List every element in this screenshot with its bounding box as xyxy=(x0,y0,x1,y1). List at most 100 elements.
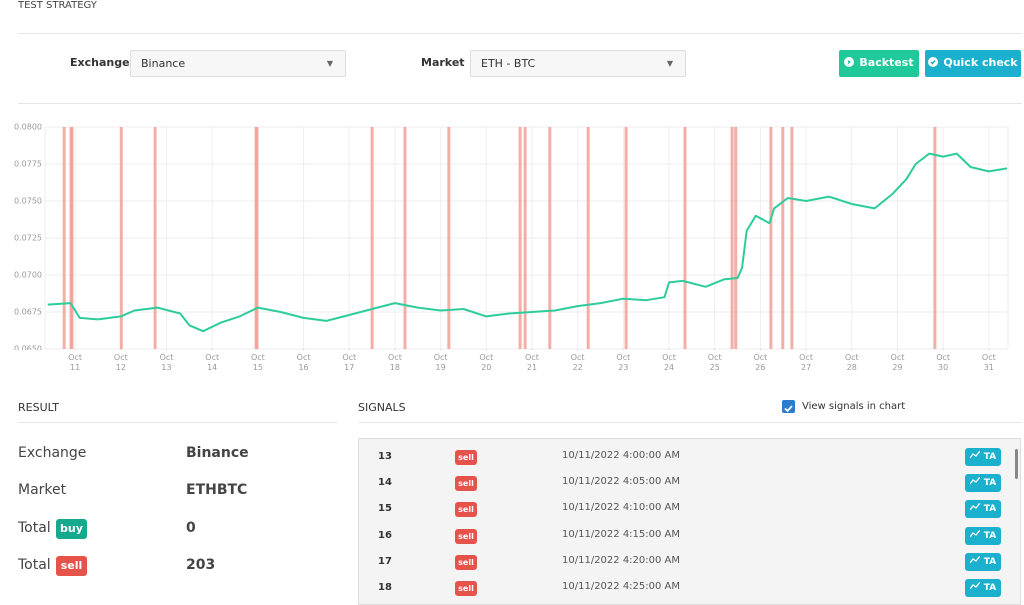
page-title: TEST STRATEGY xyxy=(18,0,97,11)
result-label: Market xyxy=(18,482,66,498)
badge: buy xyxy=(56,519,87,539)
chart-icon xyxy=(970,530,980,538)
ta-label: TA xyxy=(984,478,996,488)
result-label: Total xyxy=(18,557,51,573)
ta-button[interactable]: TA xyxy=(965,527,1001,545)
y-tick-label: 0.0775 xyxy=(14,160,42,169)
x-tick-label: Oct 27 xyxy=(791,353,821,373)
row-id: 15 xyxy=(378,503,392,514)
exchange-value: Binance xyxy=(141,57,185,70)
signal-line xyxy=(548,127,551,349)
x-tick-label: Oct 16 xyxy=(289,353,319,373)
x-tick-label: Oct 23 xyxy=(608,353,638,373)
exchange-select[interactable]: Binance ▼ xyxy=(130,50,346,77)
x-tick-label: Oct 21 xyxy=(517,353,547,373)
signal-line xyxy=(684,127,687,349)
x-tick-label: Oct 22 xyxy=(563,353,593,373)
signal-line xyxy=(734,127,737,349)
row-id: 14 xyxy=(378,477,392,488)
badge: sell xyxy=(455,476,477,491)
backtest-button[interactable]: Backtest xyxy=(839,50,919,77)
signal-line xyxy=(519,127,522,349)
result-value: 203 xyxy=(186,557,215,573)
ta-label: TA xyxy=(984,504,996,514)
row-id: 13 xyxy=(378,451,392,462)
signal-line xyxy=(790,127,793,349)
y-tick-label: 0.0750 xyxy=(14,197,42,206)
check-icon xyxy=(928,57,938,67)
x-axis: Oct 11Oct 12Oct 13Oct 14Oct 15Oct 16Oct … xyxy=(0,353,1024,378)
x-tick-label: Oct 30 xyxy=(928,353,958,373)
row-id: 16 xyxy=(378,530,392,541)
result-value: 0 xyxy=(186,520,196,536)
ta-button[interactable]: TA xyxy=(965,448,1001,466)
badge: sell xyxy=(455,502,477,517)
signal-line xyxy=(731,127,734,349)
quick-check-button[interactable]: Quick check xyxy=(925,50,1021,77)
result-label: Total xyxy=(18,520,51,536)
x-tick-label: Oct 28 xyxy=(837,353,867,373)
result-label: Exchange xyxy=(18,445,86,461)
divider xyxy=(18,422,338,423)
signal-line xyxy=(447,127,450,349)
x-tick-label: Oct 13 xyxy=(152,353,182,373)
divider xyxy=(358,422,1022,423)
checkbox[interactable] xyxy=(782,400,795,413)
signal-line xyxy=(769,127,772,349)
ta-button[interactable]: TA xyxy=(965,553,1001,571)
ta-button[interactable]: TA xyxy=(965,500,1001,518)
result-value: ETHBTC xyxy=(186,482,247,498)
signal-line xyxy=(524,127,527,349)
row-date: 10/11/2022 4:25:00 AM xyxy=(562,581,680,592)
checkbox-label: View signals in chart xyxy=(802,401,905,412)
badge: sell xyxy=(56,556,87,576)
ta-label: TA xyxy=(984,452,996,462)
signals-title: SIGNALS xyxy=(358,401,406,414)
x-tick-label: Oct 19 xyxy=(426,353,456,373)
play-icon xyxy=(844,57,854,67)
badge: sell xyxy=(455,450,477,465)
signal-line xyxy=(625,127,628,349)
signal-line xyxy=(371,127,374,349)
chart-icon xyxy=(970,582,980,590)
divider xyxy=(18,103,1022,104)
price-chart: 0.06500.06750.07000.07250.07500.07750.08… xyxy=(0,115,1024,350)
signals-table: 13sell10/11/2022 4:00:00 AMTA14sell10/11… xyxy=(358,438,1021,605)
x-tick-label: Oct 17 xyxy=(334,353,364,373)
ta-button[interactable]: TA xyxy=(965,474,1001,492)
y-tick-label: 0.0800 xyxy=(14,123,42,132)
chart-icon xyxy=(970,477,980,485)
signal-line xyxy=(70,127,73,349)
x-tick-label: Oct 31 xyxy=(974,353,1004,373)
result-value: Binance xyxy=(186,445,249,461)
row-date: 10/11/2022 4:10:00 AM xyxy=(562,502,680,513)
caret: ▼ xyxy=(327,51,333,77)
x-tick-label: Oct 15 xyxy=(243,353,273,373)
y-tick-label: 0.0725 xyxy=(14,234,42,243)
chart-icon xyxy=(970,556,980,564)
market-value: ETH - BTC xyxy=(481,57,535,70)
result-title: RESULT xyxy=(18,401,59,414)
row-id: 17 xyxy=(378,556,392,567)
y-tick-label: 0.0700 xyxy=(14,271,42,280)
x-tick-label: Oct 11 xyxy=(60,353,90,373)
ta-button[interactable]: TA xyxy=(965,579,1001,597)
signal-line xyxy=(403,127,406,349)
scrollbar xyxy=(1015,449,1018,479)
market-select[interactable]: ETH - BTC ▼ xyxy=(470,50,686,77)
signal-line xyxy=(587,127,590,349)
exchange-label: Exchange xyxy=(70,56,130,69)
ta-label: TA xyxy=(984,557,996,567)
badge: sell xyxy=(455,555,477,570)
badge: sell xyxy=(455,529,477,544)
row-date: 10/11/2022 4:15:00 AM xyxy=(562,529,680,540)
ta-label: TA xyxy=(984,583,996,593)
market-label: Market xyxy=(421,56,465,69)
signal-line xyxy=(154,127,157,349)
row-date: 10/11/2022 4:20:00 AM xyxy=(562,555,680,566)
signal-line xyxy=(63,127,66,349)
x-tick-label: Oct 18 xyxy=(380,353,410,373)
row-date: 10/11/2022 4:05:00 AM xyxy=(562,476,680,487)
caret: ▼ xyxy=(667,51,673,77)
